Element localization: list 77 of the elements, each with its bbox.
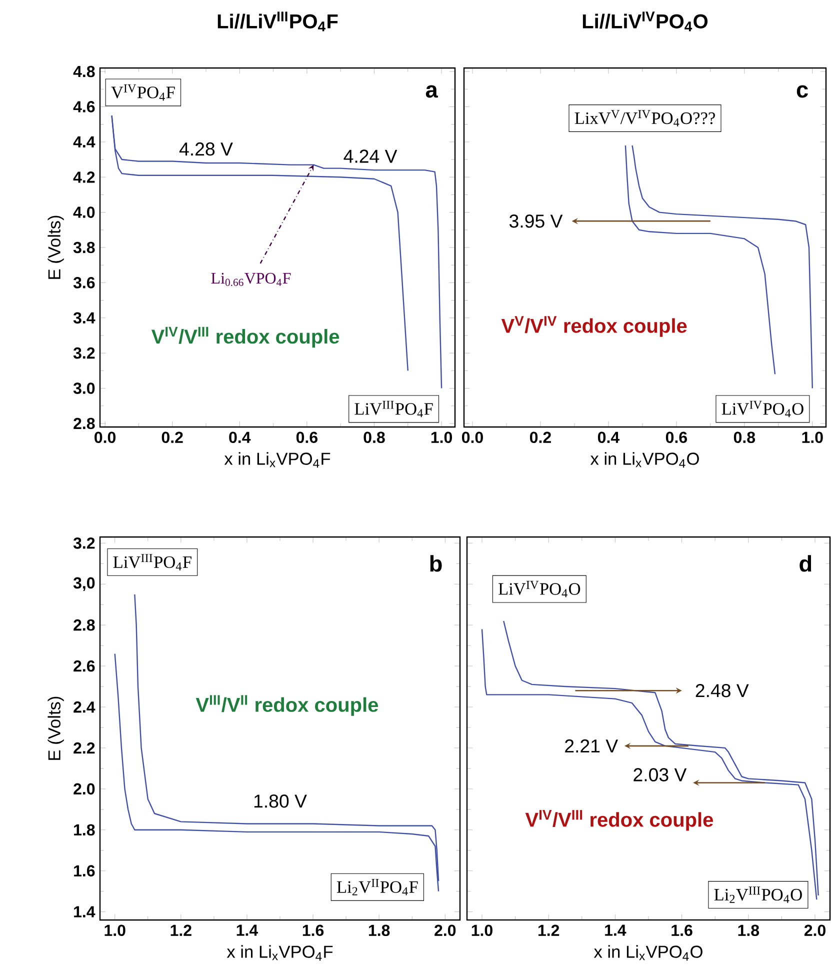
annotation: 4.28 V [179, 142, 233, 156]
annotation: LiV$^{IV}$PO$_{4}$O [722, 400, 804, 418]
annotation: a [426, 85, 438, 98]
x-tick-label: 1.0 [802, 432, 823, 444]
annotation: 4.24 V [344, 150, 398, 163]
annotation: V$^{IV}$/V$^{III}$ redox couple [525, 810, 714, 831]
x-tick-label: 0.0 [94, 432, 116, 444]
x-tick-label: 1.6 [672, 924, 692, 936]
annotation: V$^{III}$/V$^{II}$ redox couple [196, 695, 378, 716]
annotation: Li$_{2}$V$^{III}$PO$_{4}$O [714, 886, 802, 903]
y-tick-label: 2.4 [74, 701, 96, 713]
annotation: b [430, 555, 442, 572]
annotation: 2.48 V [696, 684, 749, 698]
x-tick-label: 0.8 [734, 432, 756, 444]
y-axis-title: E (Volts) [48, 696, 64, 760]
annotation: LiV$^{IV}$PO$_{4}$O [498, 580, 580, 598]
y-tick-label: 1.8 [74, 824, 95, 836]
y-tick-label: 1.6 [74, 865, 95, 876]
annotation: 2.03 V [634, 768, 687, 782]
annotation: V$^{V}$/V$^{IV}$ redox couple [501, 316, 687, 337]
annotation: LiV$^{III}$PO$_{4}$F [354, 400, 433, 418]
y-tick-label: 4.0 [73, 206, 95, 218]
y-tick-label: 4.4 [73, 136, 96, 148]
x-tick-label: 1.0 [431, 432, 452, 444]
x-tick-label: 1.2 [538, 924, 560, 936]
annotation: Li$_{2}$V$^{II}$PO$_{4}$F [336, 878, 418, 896]
x-tick-label: 1.8 [368, 924, 390, 936]
y-tick-label: 4.6 [73, 101, 95, 112]
x-axis-title: x in Li$_{x}$VPO$_{4}$O [594, 945, 702, 961]
x-tick-label: 0.4 [229, 432, 251, 444]
y-tick-label: 3.8 [73, 242, 95, 254]
y-tick-label: 2.6 [74, 660, 95, 672]
y-tick-label: 4.2 [73, 172, 95, 183]
annotation: c [796, 85, 808, 98]
x-tick-label: 1.2 [170, 924, 192, 936]
y-tick-label: 2.0 [74, 783, 95, 795]
x-tick-label: 0.8 [364, 432, 385, 444]
chart-title: Li//LiV$^{IV}$PO$_{4}$O [582, 12, 708, 32]
annotation: LixV$^{V}$/V$^{IV}$PO$_{4}$O??? [574, 110, 715, 126]
y-tick-label: 1.4 [74, 906, 96, 918]
x-tick-label: 0.2 [162, 432, 183, 444]
x-tick-label: 0.4 [598, 432, 620, 444]
annotation: V$^{IV}$/V$^{III}$ redox couple [151, 326, 340, 348]
x-tick-label: 0.6 [666, 432, 687, 444]
x-axis-title: x in Li$_{x}$VPO$_{4}$O [590, 452, 699, 468]
x-tick-label: 0.6 [296, 432, 318, 444]
x-tick-label: 1.6 [302, 924, 324, 936]
chart-title: Li//LiV$^{III}$PO$_{4}$F [218, 12, 338, 32]
x-tick-label: 1.8 [738, 924, 760, 936]
y-tick-label: 3.2 [73, 537, 95, 549]
x-tick-label: 0.0 [462, 432, 483, 444]
y-tick-label: 3,0 [73, 577, 95, 591]
x-tick-label: 0.2 [530, 432, 551, 444]
x-axis-title: x in Li$_{x}$VPO$_{4}$F [224, 452, 330, 468]
y-tick-label: 2.8 [74, 619, 95, 631]
y-tick-label: 4.8 [73, 66, 95, 78]
x-tick-label: 1.4 [605, 924, 626, 936]
annotation: V$^{IV}$PO$_{4}$F [111, 84, 175, 101]
x-tick-label: 1.0 [472, 924, 492, 936]
x-tick-label: 2.0 [804, 924, 826, 936]
y-tick-label: 2.8 [74, 418, 95, 430]
x-tick-label: 1.0 [104, 924, 126, 936]
y-axis-title: E (Volts) [48, 216, 64, 279]
y-tick-label: 3.6 [73, 277, 95, 288]
y-tick-label: 3.0 [73, 382, 95, 394]
y-tick-label: 3.2 [73, 347, 95, 359]
y-tick-label: 2.2 [74, 742, 95, 754]
annotation: 3.95 V [509, 214, 563, 228]
annotation: d [800, 555, 812, 572]
y-tick-label: 3.4 [73, 312, 96, 324]
annotation: LiV$^{III}$PO$_{4}$F [113, 554, 192, 570]
annotation: Li$_{0.66}$VPO$_{4}$F [211, 272, 291, 286]
x-tick-label: 2.0 [434, 924, 456, 936]
annotation: 1.80 V [254, 794, 307, 808]
x-axis-title: x in Li$_{x}$VPO$_{4}$F [226, 945, 333, 961]
annotation: 2.21 V [565, 739, 618, 752]
x-tick-label: 1.4 [236, 924, 258, 936]
